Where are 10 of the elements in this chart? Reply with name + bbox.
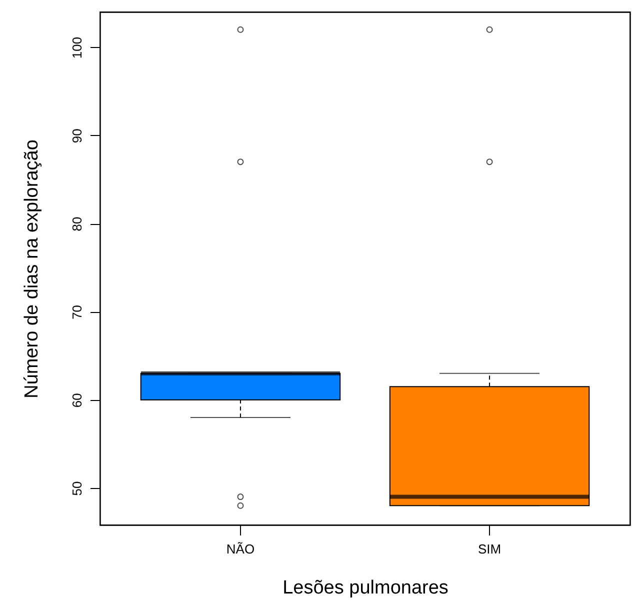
x-tick-label: SIM bbox=[478, 542, 502, 556]
y-tick-label: 50 bbox=[70, 481, 84, 496]
y-tick-label: 70 bbox=[70, 304, 84, 320]
y-tick-label: 100 bbox=[70, 36, 84, 59]
y-tick-label: 60 bbox=[70, 393, 84, 408]
y-tick-label: 80 bbox=[70, 216, 84, 232]
x-axis-title: Lesões pulmonares bbox=[282, 578, 448, 598]
x-tick-label: NÃO bbox=[226, 542, 255, 556]
y-axis-title: Número de dias na exploração bbox=[22, 140, 42, 398]
y-tick-label: 90 bbox=[70, 128, 84, 144]
